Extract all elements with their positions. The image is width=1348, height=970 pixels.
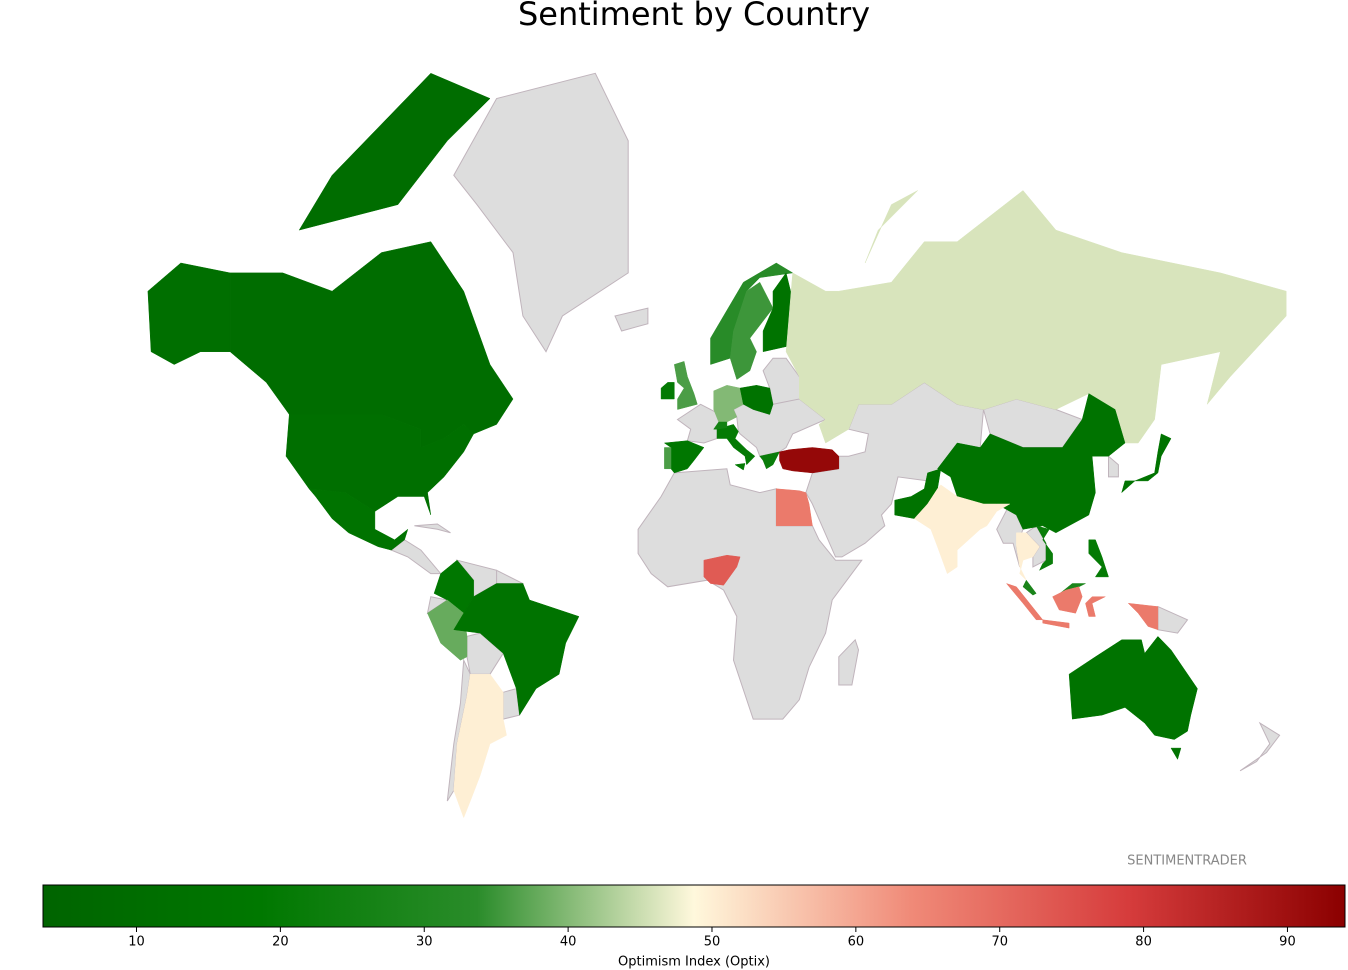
country xyxy=(1035,525,1053,571)
country-no-data xyxy=(390,523,451,575)
colorbar-tick-label: 60 xyxy=(848,935,865,950)
country xyxy=(703,554,741,586)
country xyxy=(664,447,672,470)
colorbar-tick-label: 90 xyxy=(1279,935,1296,950)
country xyxy=(427,599,468,661)
colorbar-tick-label: 50 xyxy=(704,935,721,950)
country-no-data xyxy=(996,502,1281,772)
country xyxy=(779,447,840,474)
colorbar-tick-label: 10 xyxy=(128,935,145,950)
country-no-data xyxy=(614,307,649,332)
colorbar-tick-label: 20 xyxy=(272,935,289,950)
country xyxy=(1016,532,1040,581)
country xyxy=(1088,539,1109,578)
country xyxy=(308,488,409,551)
country xyxy=(713,385,744,423)
chart-title: Sentiment by Country xyxy=(518,0,870,33)
country xyxy=(660,382,675,400)
country xyxy=(713,421,728,430)
watermark: SENTIMENTRADER xyxy=(1127,854,1247,869)
colorbar-tick-label: 80 xyxy=(1135,935,1152,950)
country-no-data xyxy=(453,72,629,353)
country xyxy=(453,673,507,819)
country xyxy=(453,583,580,716)
country xyxy=(1068,636,1198,760)
colorbar-label: Optimism Index (Optix) xyxy=(618,955,770,970)
country xyxy=(1005,582,1159,631)
country xyxy=(229,73,514,448)
country xyxy=(739,385,774,415)
colorbar-tick-label: 30 xyxy=(416,935,433,950)
colorbar-tick-label: 70 xyxy=(991,935,1008,950)
country xyxy=(776,488,813,527)
colorbar-tick-label: 40 xyxy=(560,935,577,950)
country xyxy=(1121,433,1172,494)
country xyxy=(729,281,774,380)
country xyxy=(716,424,756,471)
country xyxy=(914,484,1011,574)
colorbar xyxy=(42,884,1346,928)
country xyxy=(674,361,698,410)
country xyxy=(759,451,780,470)
map xyxy=(147,72,1287,819)
country xyxy=(785,190,1287,444)
